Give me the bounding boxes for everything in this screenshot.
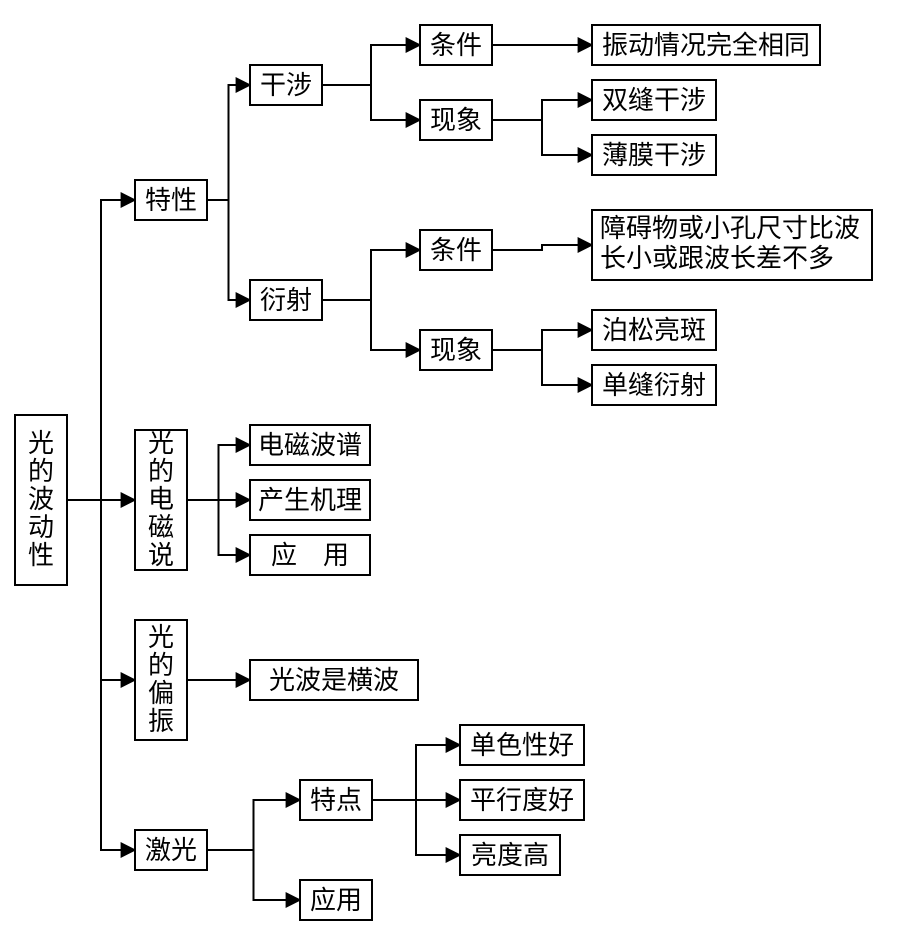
node-xx1: 现象 bbox=[420, 100, 492, 140]
node-tj2: 条件 bbox=[420, 230, 492, 270]
node-label: 特性 bbox=[145, 186, 197, 215]
edge bbox=[207, 850, 300, 900]
node-label: 振 bbox=[148, 707, 174, 736]
node-dsx: 单色性好 bbox=[460, 725, 584, 765]
node-label: 单色性好 bbox=[470, 731, 574, 760]
node-label: 电 bbox=[148, 485, 174, 514]
node-zdqk: 振动情况完全相同 bbox=[592, 25, 820, 65]
node-pxd: 平行度好 bbox=[460, 780, 584, 820]
edge bbox=[187, 500, 250, 555]
edge bbox=[67, 200, 135, 500]
edge bbox=[207, 200, 250, 300]
node-label: 波 bbox=[28, 485, 54, 514]
node-label: 激光 bbox=[145, 836, 197, 865]
edge bbox=[67, 500, 135, 850]
node-label: 薄膜干涉 bbox=[602, 141, 706, 170]
tree-diagram: 光的波动性特性光的电磁说光的偏振激光干涉衍射电磁波谱产生机理应 用光波是横波特点… bbox=[0, 0, 900, 932]
edge bbox=[492, 245, 592, 250]
edge bbox=[322, 300, 420, 350]
node-label: 光 bbox=[148, 623, 174, 652]
node-label: 产生机理 bbox=[258, 486, 362, 515]
node-label: 现象 bbox=[430, 106, 482, 135]
node-dfys: 单缝衍射 bbox=[592, 365, 716, 405]
node-label: 的 bbox=[148, 457, 174, 486]
node-xx2: 现象 bbox=[420, 330, 492, 370]
node-label: 偏 bbox=[148, 679, 174, 708]
node-label: 现象 bbox=[430, 336, 482, 365]
node-label: 衍射 bbox=[260, 286, 312, 315]
node-label: 磁 bbox=[148, 513, 174, 542]
node-label: 性 bbox=[28, 541, 54, 570]
node-root: 光的波动性 bbox=[15, 415, 67, 585]
node-label: 单缝衍射 bbox=[602, 371, 706, 400]
node-dianci: 光的电磁说 bbox=[135, 429, 187, 570]
node-label: 光波是横波 bbox=[269, 666, 399, 695]
nodes: 光的波动性特性光的电磁说光的偏振激光干涉衍射电磁波谱产生机理应 用光波是横波特点… bbox=[15, 25, 872, 920]
node-yanshe: 衍射 bbox=[250, 280, 322, 320]
node-bmgs: 薄膜干涉 bbox=[592, 135, 716, 175]
node-label: 应 用 bbox=[271, 541, 349, 570]
node-label: 光 bbox=[28, 429, 54, 458]
edge bbox=[372, 800, 460, 855]
node-dcbp: 电磁波谱 bbox=[250, 425, 370, 465]
edge bbox=[207, 800, 300, 850]
node-tj1: 条件 bbox=[420, 25, 492, 65]
node-yy2: 应用 bbox=[300, 880, 372, 920]
edge bbox=[492, 330, 592, 350]
node-label: 亮度高 bbox=[471, 841, 549, 870]
node-label: 条件 bbox=[430, 31, 482, 60]
node-label: 动 bbox=[28, 513, 54, 542]
node-sfgs: 双缝干涉 bbox=[592, 80, 716, 120]
edge bbox=[492, 350, 592, 385]
node-label: 干涉 bbox=[260, 71, 312, 100]
node-yy1: 应 用 bbox=[250, 535, 370, 575]
edge bbox=[187, 445, 250, 500]
node-tedian: 特点 bbox=[300, 780, 372, 820]
node-csjl: 产生机理 bbox=[250, 480, 370, 520]
edge bbox=[322, 45, 420, 85]
edge bbox=[492, 120, 592, 155]
node-label: 光 bbox=[148, 429, 174, 458]
edge bbox=[492, 100, 592, 120]
node-label: 说 bbox=[148, 541, 174, 570]
node-label: 的 bbox=[148, 651, 174, 680]
node-label: 振动情况完全相同 bbox=[602, 31, 810, 60]
node-ldg: 亮度高 bbox=[460, 835, 560, 875]
node-hengbo: 光波是横波 bbox=[250, 660, 418, 700]
edge bbox=[322, 250, 420, 300]
edge bbox=[372, 745, 460, 800]
node-label: 双缝干涉 bbox=[602, 86, 706, 115]
node-texing: 特性 bbox=[135, 180, 207, 220]
node-bslb: 泊松亮斑 bbox=[592, 310, 716, 350]
node-zaw: 障碍物或小孔尺寸比波长小或跟波长差不多 bbox=[592, 210, 872, 280]
node-pianzhen: 光的偏振 bbox=[135, 620, 187, 740]
node-label: 应用 bbox=[310, 886, 362, 915]
node-ganshe: 干涉 bbox=[250, 65, 322, 105]
node-label: 长小或跟波长差不多 bbox=[600, 244, 834, 273]
node-label: 特点 bbox=[310, 786, 362, 815]
edge bbox=[207, 85, 250, 200]
node-label: 障碍物或小孔尺寸比波 bbox=[600, 214, 860, 243]
node-label: 泊松亮斑 bbox=[602, 316, 706, 345]
node-label: 电磁波谱 bbox=[258, 431, 362, 460]
node-label: 的 bbox=[28, 457, 54, 486]
edge bbox=[322, 85, 420, 120]
node-label: 平行度好 bbox=[470, 786, 574, 815]
node-label: 条件 bbox=[430, 236, 482, 265]
node-jiguang: 激光 bbox=[135, 830, 207, 870]
